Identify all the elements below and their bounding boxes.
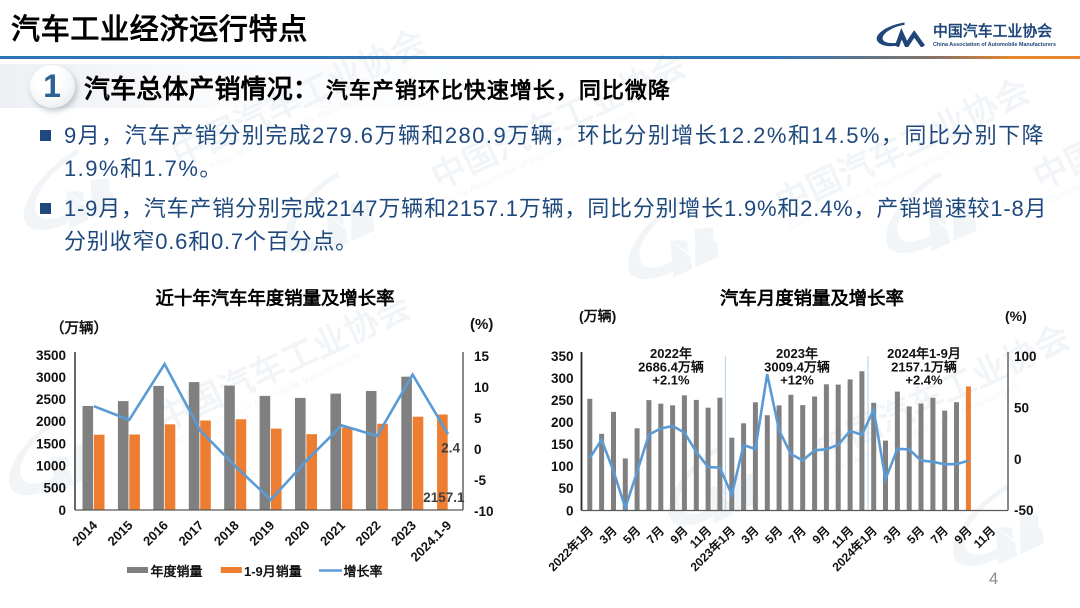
svg-text:2018: 2018 — [211, 518, 242, 549]
svg-text:0: 0 — [566, 503, 574, 518]
svg-text:15: 15 — [474, 349, 490, 364]
svg-text:+2.1%: +2.1% — [652, 373, 690, 388]
svg-text:2686.4万辆: 2686.4万辆 — [638, 359, 704, 374]
svg-text:100: 100 — [1014, 349, 1037, 364]
svg-text:2023年: 2023年 — [776, 346, 818, 361]
svg-text:年度销量: 年度销量 — [151, 564, 203, 579]
svg-text:3月: 3月 — [739, 524, 762, 547]
svg-text:3月: 3月 — [881, 524, 904, 547]
svg-text:2.4: 2.4 — [441, 441, 460, 456]
svg-text:5月: 5月 — [620, 524, 643, 547]
svg-text:5: 5 — [474, 411, 482, 426]
svg-text:2022年: 2022年 — [650, 346, 692, 361]
svg-text:150: 150 — [551, 437, 574, 452]
svg-text:+2.4%: +2.4% — [905, 373, 943, 388]
svg-text:7月: 7月 — [786, 524, 809, 547]
svg-text:2021: 2021 — [317, 518, 348, 549]
svg-text:+12%: +12% — [780, 373, 814, 388]
svg-text:2000: 2000 — [36, 414, 66, 429]
svg-text:350: 350 — [551, 349, 574, 364]
svg-text:（万辆）: （万辆） — [50, 319, 108, 337]
svg-text:3月: 3月 — [597, 524, 620, 547]
svg-text:1000: 1000 — [36, 459, 66, 474]
svg-text:10: 10 — [474, 380, 489, 395]
svg-text:0: 0 — [1014, 452, 1022, 467]
svg-text:2017: 2017 — [175, 518, 206, 549]
svg-text:7月: 7月 — [928, 524, 951, 547]
svg-text:9月: 9月 — [952, 524, 975, 547]
svg-text:1500: 1500 — [36, 436, 66, 451]
svg-text:0: 0 — [58, 503, 66, 518]
svg-text:2019: 2019 — [246, 518, 277, 549]
svg-text:2020: 2020 — [282, 518, 313, 549]
svg-text:1-9月销量: 1-9月销量 — [244, 564, 302, 579]
svg-text:2023: 2023 — [388, 518, 419, 549]
svg-text:7月: 7月 — [644, 524, 667, 547]
svg-text:3500: 3500 — [36, 348, 66, 363]
svg-text:增长率: 增长率 — [344, 564, 383, 579]
svg-text:近十年汽车年度销量及增长率: 近十年汽车年度销量及增长率 — [155, 288, 394, 309]
svg-text:(%): (%) — [470, 316, 493, 333]
svg-text:2016: 2016 — [140, 518, 171, 549]
svg-text:500: 500 — [43, 481, 66, 496]
svg-text:汽车月度销量及增长率: 汽车月度销量及增长率 — [720, 288, 904, 309]
svg-text:9月: 9月 — [668, 524, 691, 547]
svg-text:0: 0 — [474, 442, 482, 457]
svg-text:2014: 2014 — [69, 517, 101, 549]
svg-text:2157.1万辆: 2157.1万辆 — [891, 359, 957, 374]
svg-text:2022年1月: 2022年1月 — [545, 523, 596, 574]
svg-text:3000: 3000 — [36, 370, 66, 385]
svg-text:11月: 11月 — [971, 524, 998, 551]
svg-text:9月: 9月 — [810, 524, 833, 547]
svg-text:2015: 2015 — [105, 518, 136, 549]
svg-text:50: 50 — [558, 481, 573, 496]
svg-text:(万辆): (万辆) — [579, 308, 616, 324]
svg-text:2157.1: 2157.1 — [423, 490, 465, 505]
svg-text:2022: 2022 — [353, 518, 384, 549]
svg-text:5月: 5月 — [762, 524, 785, 547]
svg-text:2024年1-9月: 2024年1-9月 — [887, 346, 961, 361]
svg-text:50: 50 — [1014, 400, 1029, 415]
svg-text:100: 100 — [551, 459, 574, 474]
svg-text:300: 300 — [551, 371, 574, 386]
svg-text:3009.4万辆: 3009.4万辆 — [764, 359, 830, 374]
svg-text:2500: 2500 — [36, 392, 66, 407]
svg-text:(%): (%) — [1005, 308, 1027, 324]
svg-text:-5: -5 — [474, 473, 486, 488]
svg-text:200: 200 — [551, 415, 574, 430]
svg-text:250: 250 — [551, 393, 574, 408]
svg-text:-50: -50 — [1014, 503, 1034, 518]
svg-text:-10: -10 — [474, 504, 494, 519]
svg-text:5月: 5月 — [904, 524, 927, 547]
